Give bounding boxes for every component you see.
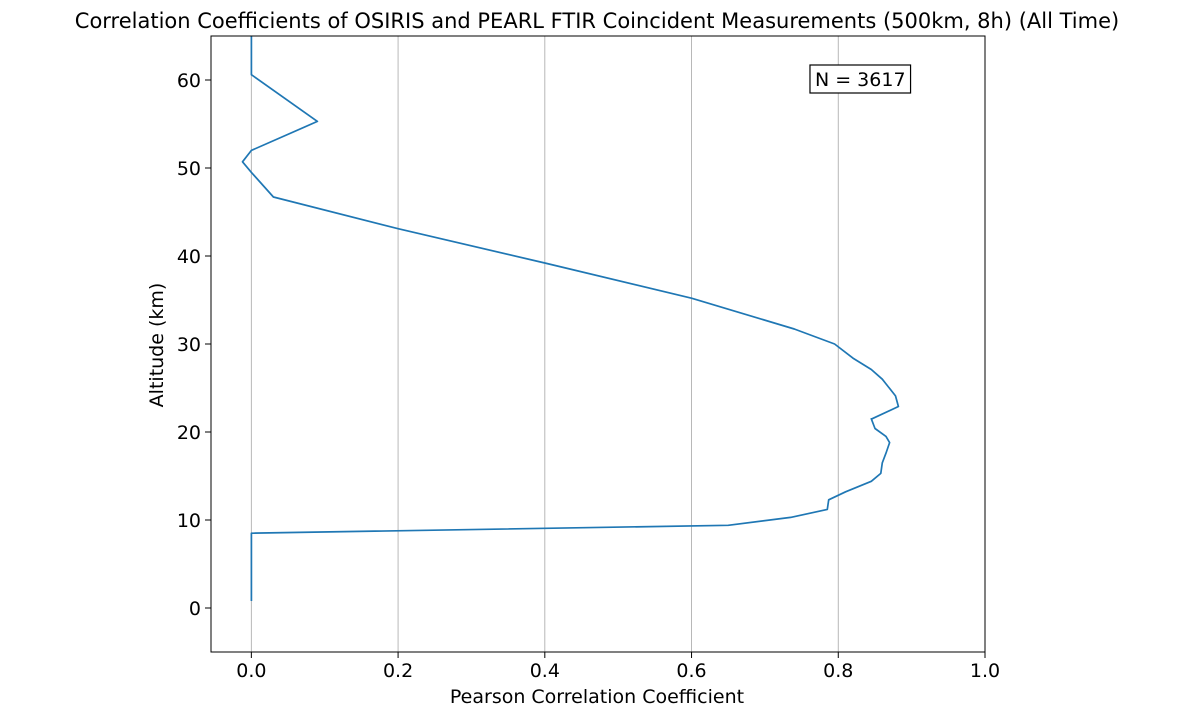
- series-line: [241, 36, 900, 601]
- x-tick-label: 0.2: [383, 660, 413, 682]
- y-tick-label: 20: [177, 422, 201, 444]
- y-tick-label: 0: [189, 598, 201, 620]
- x-axis-ticks: 0.0 0.2 0.4 0.6 0.8 1.0: [236, 652, 1000, 682]
- x-tick-label: 1.0: [970, 660, 1000, 682]
- annotation-box: N = 3617: [809, 64, 912, 94]
- annotation-text: N = 3617: [815, 69, 906, 91]
- y-tick-label: 30: [177, 334, 201, 356]
- x-tick-label: 0.0: [236, 660, 266, 682]
- chart-title: Correlation Coefficients of OSIRIS and P…: [75, 9, 1119, 33]
- x-tick-label: 0.6: [676, 660, 706, 682]
- x-axis-label: Pearson Correlation Coefficient: [450, 686, 744, 708]
- x-tick-label: 0.8: [823, 660, 853, 682]
- y-tick-label: 40: [177, 246, 201, 268]
- x-tick-label: 0.4: [530, 660, 560, 682]
- y-axis-ticks: 0 10 20 30 40 50 60: [177, 70, 211, 620]
- y-tick-label: 60: [177, 70, 201, 92]
- annotation-border: [809, 64, 912, 94]
- y-axis-label: Altitude (km): [146, 283, 168, 408]
- y-tick-label: 10: [177, 510, 201, 532]
- series-layer: [241, 36, 900, 601]
- y-tick-label: 50: [177, 158, 201, 180]
